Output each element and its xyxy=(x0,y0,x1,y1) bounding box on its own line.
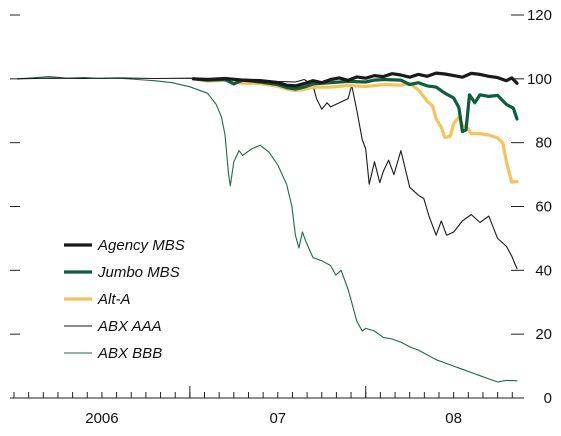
y-tick-label: 20 xyxy=(535,326,552,343)
x-tick-label: 08 xyxy=(445,410,462,427)
y-tick-label: 40 xyxy=(535,262,552,279)
legend-label: ABX AAA xyxy=(97,318,162,335)
x-tick-label: 07 xyxy=(269,410,286,427)
series-line-abx-bbb xyxy=(18,77,518,382)
y-tick-label: 100 xyxy=(527,71,552,88)
y-tick-label: 60 xyxy=(535,199,552,216)
y-tick-label: 0 xyxy=(544,390,552,407)
legend-label: Alt-A xyxy=(97,291,131,308)
y-tick-label: 80 xyxy=(535,135,552,152)
legend: Agency MBS Jumbo MBS Alt-A ABX AAA ABX BBB xyxy=(64,237,185,362)
series-lines xyxy=(18,73,518,382)
legend-label: ABX BBB xyxy=(97,345,162,362)
y-tick-label: 120 xyxy=(527,7,552,24)
axes: 0 20 40 60 80 100 120 2006 07 08 xyxy=(10,7,552,427)
x-tick-label: 2006 xyxy=(85,410,118,427)
legend-label: Agency MBS xyxy=(97,237,185,254)
legend-label: Jumbo MBS xyxy=(97,264,180,281)
series-line-abx-aaa xyxy=(18,78,518,269)
